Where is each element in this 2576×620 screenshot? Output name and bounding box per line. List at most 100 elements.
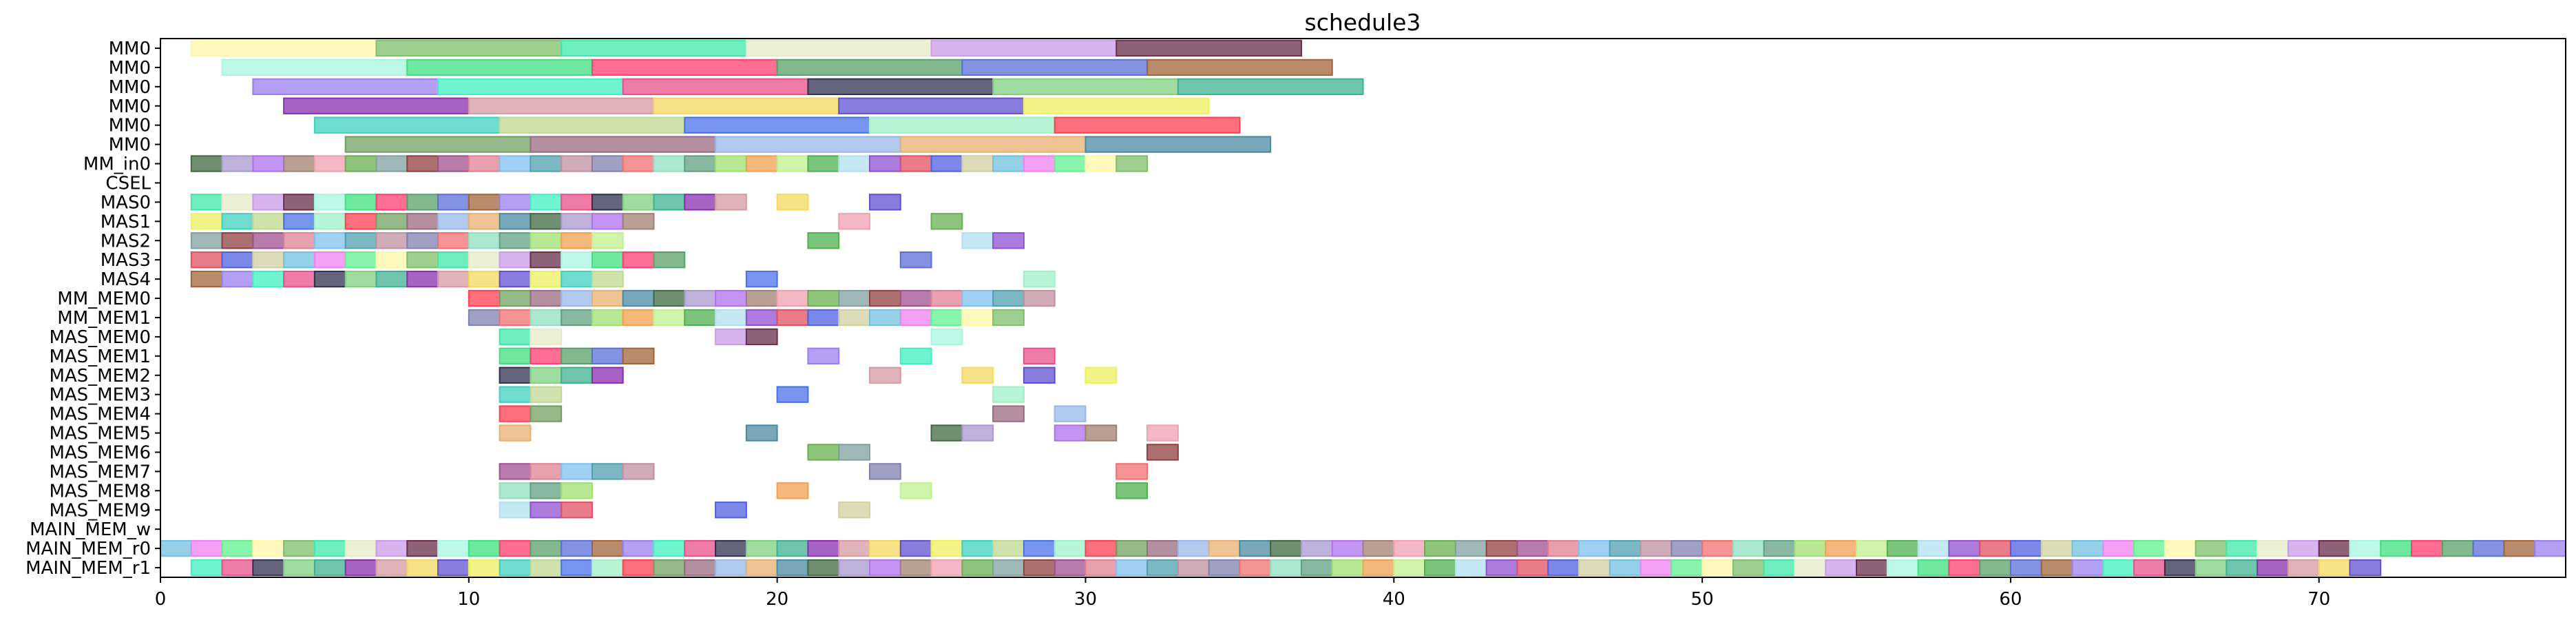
- task-bar: [622, 155, 655, 172]
- task-bar: [468, 251, 501, 269]
- task-bar: [2349, 559, 2382, 577]
- task-bar: [437, 251, 470, 269]
- task-bar: [992, 309, 1025, 327]
- task-bar: [992, 155, 1025, 172]
- task-bar: [313, 155, 346, 172]
- task-bar: [1270, 539, 1302, 557]
- task-bar: [715, 136, 901, 153]
- task-bar: [344, 232, 377, 249]
- task-bar: [1023, 559, 1056, 577]
- task-bar: [344, 559, 377, 577]
- task-bar: [1640, 539, 1673, 557]
- task-bar: [530, 328, 563, 346]
- task-bar: [283, 155, 315, 172]
- task-bar: [283, 251, 315, 269]
- task-bar: [2534, 539, 2567, 557]
- task-bar: [2318, 539, 2351, 557]
- task-bar: [961, 539, 994, 557]
- task-bar: [1270, 559, 1302, 577]
- task-bar: [499, 251, 532, 269]
- task-bar: [252, 559, 285, 577]
- task-bar: [838, 539, 870, 557]
- task-bar: [561, 366, 593, 384]
- task-bar: [561, 270, 593, 288]
- bars-layer: [160, 39, 2567, 577]
- task-bar: [653, 289, 686, 307]
- task-bar: [530, 405, 563, 422]
- task-bar: [930, 309, 963, 327]
- task-bar: [992, 78, 1179, 95]
- task-bar: [807, 444, 840, 461]
- task-bar: [622, 78, 809, 95]
- task-bar: [1794, 539, 1827, 557]
- task-bar: [745, 39, 932, 57]
- task-bar: [992, 405, 1025, 422]
- task-bar: [437, 232, 470, 249]
- task-bar: [2380, 539, 2413, 557]
- task-bar: [1732, 559, 1765, 577]
- task-bar: [437, 213, 470, 230]
- task-bar: [437, 539, 470, 557]
- task-bar: [530, 194, 563, 211]
- task-bar: [961, 232, 994, 249]
- task-bar: [1023, 347, 1056, 364]
- task-bar: [499, 194, 532, 211]
- task-bar: [930, 289, 963, 307]
- task-bar: [561, 482, 593, 499]
- task-bar: [221, 559, 254, 577]
- task-bar: [499, 270, 532, 288]
- task-bar: [776, 289, 809, 307]
- task-bar: [868, 289, 901, 307]
- task-bar: [807, 559, 840, 577]
- task-bar: [313, 232, 346, 249]
- task-bar: [838, 97, 1025, 114]
- task-bar: [406, 270, 439, 288]
- task-bar: [899, 539, 932, 557]
- task-bar: [530, 289, 563, 307]
- task-bar: [406, 539, 439, 557]
- task-bar: [283, 194, 315, 211]
- task-bar: [375, 559, 408, 577]
- chart-title: schedule3: [1305, 9, 1421, 36]
- task-bar: [313, 251, 346, 269]
- task-bar: [653, 155, 686, 172]
- task-bar: [1671, 539, 1704, 557]
- y-axis: MM0MM0MM0MM0MM0MM0MM_in0CSELMAS0MAS1MAS2…: [25, 39, 160, 579]
- task-bar: [468, 539, 501, 557]
- task-bar: [252, 251, 285, 269]
- task-bar: [313, 194, 346, 211]
- task-bar: [313, 213, 346, 230]
- task-bar: [313, 559, 346, 577]
- task-bar: [561, 309, 593, 327]
- task-bar: [530, 213, 563, 230]
- task-bar: [406, 232, 439, 249]
- task-bar: [344, 270, 377, 288]
- task-bar: [776, 194, 809, 211]
- task-bar: [1300, 559, 1333, 577]
- task-bar: [1208, 559, 1241, 577]
- task-bar: [190, 232, 223, 249]
- task-bar: [561, 289, 593, 307]
- task-bar: [1856, 559, 1888, 577]
- task-bar: [499, 559, 532, 577]
- task-bar: [2164, 559, 2197, 577]
- task-bar: [375, 213, 408, 230]
- task-bar: [684, 559, 717, 577]
- y-tick-label: MM_in0: [83, 154, 151, 175]
- task-bar: [530, 502, 563, 519]
- task-bar: [1825, 559, 1858, 577]
- task-bar: [530, 366, 563, 384]
- task-bar: [2256, 559, 2289, 577]
- task-bar: [221, 232, 254, 249]
- task-bar: [499, 155, 532, 172]
- task-bar: [1701, 559, 1734, 577]
- task-bar: [868, 559, 901, 577]
- task-bar: [561, 232, 593, 249]
- task-bar: [375, 232, 408, 249]
- x-tick-label: 70: [2307, 589, 2330, 610]
- task-bar: [899, 309, 932, 327]
- task-bar: [745, 559, 778, 577]
- task-bar: [807, 539, 840, 557]
- task-bar: [1054, 155, 1087, 172]
